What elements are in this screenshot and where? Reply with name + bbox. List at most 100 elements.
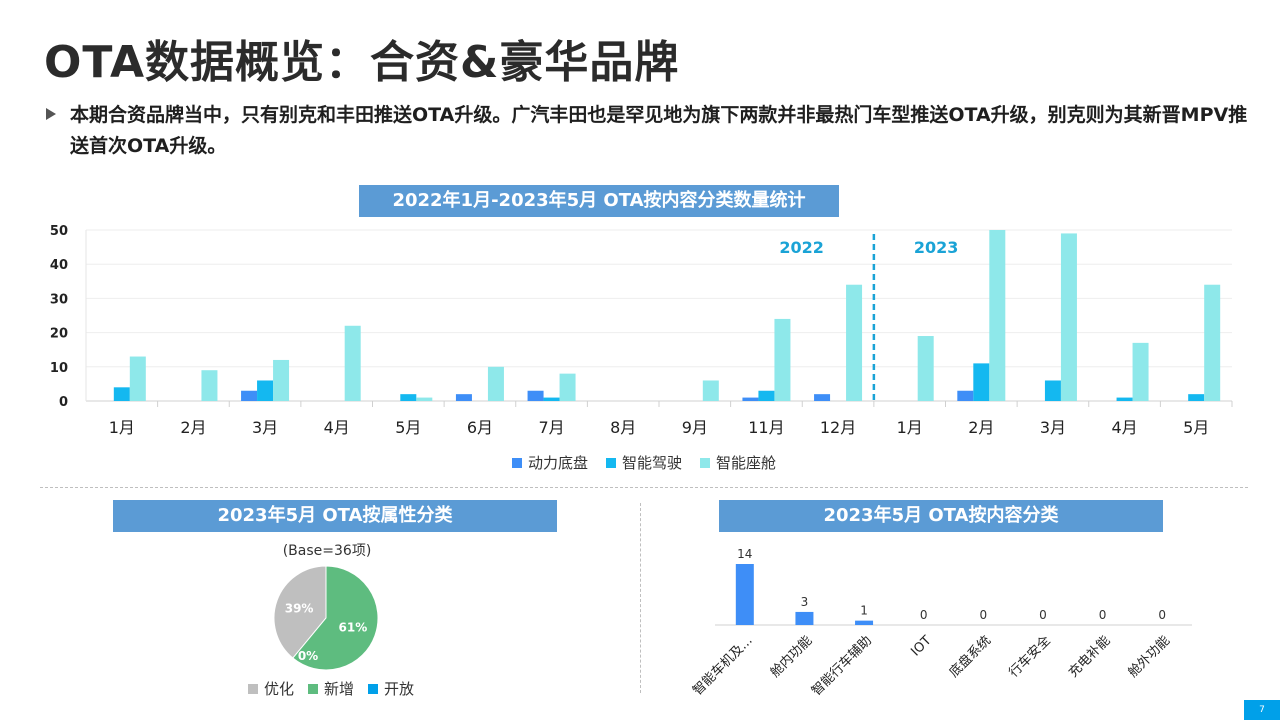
legend-item: 优化 [248,678,294,699]
y-tick-label: 30 [50,292,68,307]
legend-label: 开放 [384,680,415,698]
bar-cockpit [559,373,576,401]
legend-item: 智能驾驶 [606,452,682,473]
main-chart-legend: 动力底盘 智能驾驶 智能座舱 [512,452,776,473]
bar-adas [113,387,130,401]
attribute-pie-chart: 39% 61% 0% [273,565,379,671]
x-tick-label: 4月 [1111,418,1137,437]
data-label: 0 [1158,608,1166,622]
x-tick-label: 底盘系统 [946,633,994,681]
legend-label: 新增 [324,680,355,698]
bar-cockpit [201,370,218,401]
legend-label: 智能驾驶 [622,454,683,472]
data-label: 0 [920,608,928,622]
main-chart-title: 2022年1月-2023年5月 OTA按内容分类数量统计 [359,185,839,217]
bar-adas [400,394,417,401]
bar-cockpit [917,336,934,401]
bar-powertrain [241,390,258,401]
pie-chart-title: 2023年5月 OTA按属性分类 [113,500,557,532]
bar-adas [1044,380,1061,401]
data-label: 0 [1099,608,1107,622]
legend-swatch [700,457,711,468]
x-tick-label: 舱内功能 [767,633,815,681]
pie-slice-label: 39% [285,601,314,615]
bar-adas [543,397,560,401]
x-tick-label: 6月 [467,418,493,437]
bar-cockpit [702,380,719,401]
pie-chart-legend: 优化 新增 开放 [248,678,414,699]
bar-powertrain [527,390,544,401]
data-label: 1 [860,604,868,618]
x-tick-label: 行车安全 [1006,633,1054,681]
content-bar-chart: 14 智能车机及... 3 舱内功能 1 智能行车辅助 0 IOT 0 底盘系统 0 行车安全 0 充电补… [690,547,1192,699]
year-label-2022: 2022 [779,238,824,257]
x-tick-label: 3月 [252,418,278,437]
bar-powertrain [814,394,831,401]
x-tick-label: 12月 [820,418,856,437]
x-tick-label: 智能车机及... [690,633,756,699]
bar-cockpit [846,284,863,401]
bullet-arrow-icon [46,108,56,120]
x-tick-label: IOT [908,633,934,659]
legend-label: 智能座舱 [716,454,777,472]
bar-cockpit [344,325,361,401]
x-tick-label: 舱外功能 [1126,633,1173,680]
bar-cockpit [989,230,1006,401]
bar-cockpit [1204,284,1221,401]
legend-swatch [308,683,319,694]
year-label-2023: 2023 [914,238,959,257]
x-tick-label: 5月 [1183,418,1209,437]
x-tick-label: 5月 [395,418,421,437]
legend-label: 优化 [264,680,295,698]
pie-base-note: (Base=36项) [282,543,372,559]
pie-slice-label: 0% [298,649,318,663]
bar-cockpit [487,366,504,401]
bar-cockpit [273,359,290,401]
bar [795,611,814,625]
data-label: 3 [801,595,809,609]
bar-cockpit [416,397,433,401]
x-tick-label: 9月 [682,418,708,437]
y-tick-label: 10 [50,361,68,376]
data-label: 0 [1039,608,1047,622]
x-tick-label: 1月 [897,418,923,437]
legend-item: 动力底盘 [512,452,588,473]
section-divider-vertical [640,503,641,693]
bar-adas [973,363,990,401]
bar-powertrain [742,397,759,401]
x-tick-label: 充电补能 [1065,633,1113,681]
y-tick-label: 50 [50,224,68,239]
x-tick-label: 2月 [180,418,206,437]
bar-adas [758,390,775,401]
y-tick-label: 0 [59,395,68,410]
pie-slice-label: 61% [339,621,368,635]
bar [735,564,754,625]
bar [855,620,874,625]
x-tick-label: 2月 [968,418,994,437]
bar-cockpit [774,318,791,401]
summary-text: 本期合资品牌当中，只有别克和丰田推送OTA升级。广汽丰田也是罕见地为旗下两款并非… [70,104,1248,157]
page-number: 7 [1244,700,1280,720]
bar-adas [1188,394,1205,401]
page-title: OTA数据概览：合资&豪华品牌 [44,37,680,88]
x-tick-label: 8月 [610,418,636,437]
y-tick-label: 20 [50,327,68,342]
legend-swatch [368,683,379,694]
legend-item: 智能座舱 [700,452,776,473]
x-tick-label: 1月 [109,418,135,437]
x-tick-label: 3月 [1040,418,1066,437]
bar-cockpit [1132,342,1149,401]
legend-swatch [248,683,258,694]
data-label: 0 [979,608,987,622]
bar-cockpit [129,356,146,401]
bar-powertrain [455,394,472,401]
pie-slice [273,565,327,659]
section-divider-horizontal [40,487,1248,488]
bar-powertrain [957,390,974,401]
content-chart-title: 2023年5月 OTA按内容分类 [719,500,1163,532]
bar-adas [1116,397,1133,401]
x-tick-label: 4月 [324,418,350,437]
data-label: 14 [737,547,752,561]
legend-swatch [606,457,617,468]
x-tick-label: 7月 [538,418,564,437]
